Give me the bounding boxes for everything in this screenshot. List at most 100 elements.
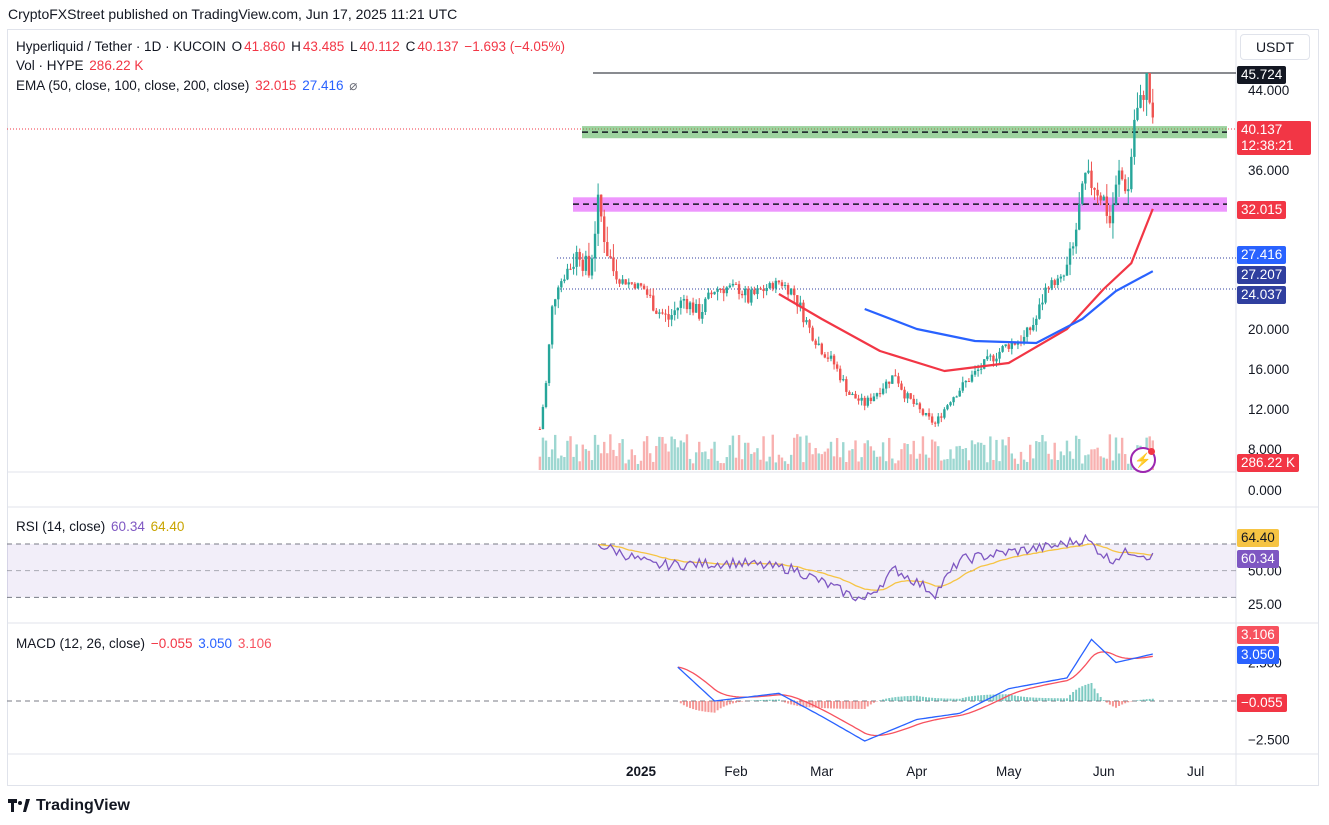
candle-body bbox=[560, 281, 563, 288]
candle-body bbox=[1084, 172, 1087, 184]
volume-bar bbox=[829, 441, 833, 470]
macd-histogram-bar bbox=[805, 701, 808, 708]
ema-label[interactable]: EMA (50, close, 100, close, 200, close) bbox=[16, 78, 250, 93]
volume-bar bbox=[983, 444, 986, 470]
volume-bar bbox=[964, 448, 968, 470]
candle-body bbox=[1105, 196, 1109, 216]
candle-body bbox=[1016, 342, 1020, 345]
macd-histogram-bar bbox=[741, 701, 744, 702]
volume-bar bbox=[875, 456, 879, 470]
macd-histogram-bar bbox=[1038, 697, 1041, 701]
candle-body bbox=[1117, 170, 1121, 185]
volume-bar bbox=[915, 458, 919, 470]
alert-flash-icon[interactable]: ⚡ bbox=[1130, 447, 1156, 473]
volume-bar bbox=[881, 442, 885, 470]
candle-body bbox=[777, 280, 781, 283]
macd-histogram-bar bbox=[756, 700, 759, 701]
macd-histogram-bar bbox=[934, 697, 937, 701]
volume-bar bbox=[1081, 463, 1084, 470]
volume-bar bbox=[1062, 455, 1066, 470]
volume-bar bbox=[664, 443, 667, 470]
macd-histogram-bar bbox=[915, 695, 918, 701]
volume-bar bbox=[768, 456, 771, 470]
rsi-label[interactable]: RSI (14, close) bbox=[16, 519, 106, 534]
candle-body bbox=[1151, 102, 1154, 118]
macd-histogram-bar bbox=[722, 701, 725, 707]
macd-histogram-bar bbox=[1053, 698, 1056, 701]
volume-label[interactable]: Vol · HYPE bbox=[16, 58, 84, 73]
symbol-label[interactable]: Hyperliquid / Tether · 1D · KUCOIN bbox=[16, 39, 226, 54]
volume-legend: Vol · HYPE 286.22 K bbox=[16, 58, 145, 73]
volume-value: 286.22 K bbox=[89, 58, 144, 73]
macd-histogram-bar bbox=[986, 694, 989, 701]
volume-bar bbox=[891, 458, 894, 470]
volume-bar bbox=[814, 448, 817, 470]
candle-body bbox=[860, 397, 863, 401]
macd-histogram-bar bbox=[698, 701, 701, 711]
candle-body bbox=[737, 284, 741, 294]
volume-bar bbox=[1102, 457, 1105, 470]
macd-label[interactable]: MACD (12, 26, close) bbox=[16, 636, 146, 651]
volume-bar bbox=[958, 445, 961, 470]
macd-histogram-bar bbox=[1087, 683, 1090, 701]
candle-body bbox=[639, 283, 643, 286]
volume-bar bbox=[1093, 449, 1096, 470]
volume-bar bbox=[590, 460, 594, 470]
candle-body bbox=[814, 340, 817, 345]
macd-histogram-bar bbox=[823, 701, 826, 709]
volume-bar bbox=[578, 461, 581, 470]
volume-bar bbox=[1090, 449, 1093, 470]
volume-bar bbox=[609, 434, 612, 470]
macd-histogram-bar bbox=[725, 701, 728, 706]
volume-bar bbox=[737, 435, 741, 470]
candle-body bbox=[961, 382, 964, 391]
tradingview-logo[interactable]: TradingView bbox=[8, 797, 130, 815]
volume-bar bbox=[897, 460, 900, 470]
volume-bar bbox=[679, 440, 683, 470]
macd-histogram-bar bbox=[943, 698, 946, 701]
candle-body bbox=[658, 312, 661, 314]
volume-bar bbox=[642, 441, 646, 470]
time-axis-tick: 2025 bbox=[626, 764, 657, 779]
volume-bar bbox=[621, 439, 624, 470]
macd-histogram-bar bbox=[860, 701, 863, 709]
candle-body bbox=[940, 416, 943, 418]
volume-bar bbox=[648, 453, 652, 470]
time-axis-tick: Jun bbox=[1093, 764, 1115, 779]
macd-histogram-bar bbox=[903, 696, 906, 701]
macd-histogram-bar bbox=[869, 701, 872, 705]
candle-body bbox=[1059, 276, 1063, 279]
candle-body bbox=[983, 359, 986, 369]
candle-body bbox=[955, 396, 958, 398]
volume-bar bbox=[1007, 436, 1010, 470]
ema100-line bbox=[864, 270, 1154, 345]
candle-body bbox=[756, 288, 759, 295]
level1-tag: 27.207 bbox=[1237, 266, 1287, 284]
candle-body bbox=[808, 320, 811, 328]
macd-histogram-bar bbox=[955, 698, 958, 701]
volume-bar bbox=[884, 461, 888, 470]
candle-body bbox=[1099, 195, 1102, 201]
candle-body bbox=[740, 293, 744, 296]
candle-body bbox=[747, 288, 750, 303]
rsi-axis-tick: 25.00 bbox=[1248, 597, 1282, 612]
currency-button[interactable]: USDT bbox=[1240, 34, 1310, 60]
candle-body bbox=[731, 283, 735, 286]
volume-bar bbox=[1004, 445, 1007, 470]
candle-body bbox=[676, 307, 679, 311]
candle-body bbox=[633, 283, 637, 289]
candle-body bbox=[688, 302, 692, 310]
macd-histogram-bar bbox=[728, 701, 731, 705]
volume-bar bbox=[728, 445, 732, 470]
macd-histogram-bar bbox=[891, 697, 894, 701]
volume-bar bbox=[967, 460, 971, 470]
candle-body bbox=[973, 370, 977, 375]
time-axis-tick: Apr bbox=[906, 764, 928, 779]
candle-body bbox=[753, 289, 756, 295]
candle-body bbox=[995, 358, 998, 362]
volume-bar bbox=[538, 456, 542, 470]
volume-bar bbox=[707, 459, 710, 470]
candle-body bbox=[1053, 280, 1056, 285]
candle-body bbox=[557, 287, 560, 300]
